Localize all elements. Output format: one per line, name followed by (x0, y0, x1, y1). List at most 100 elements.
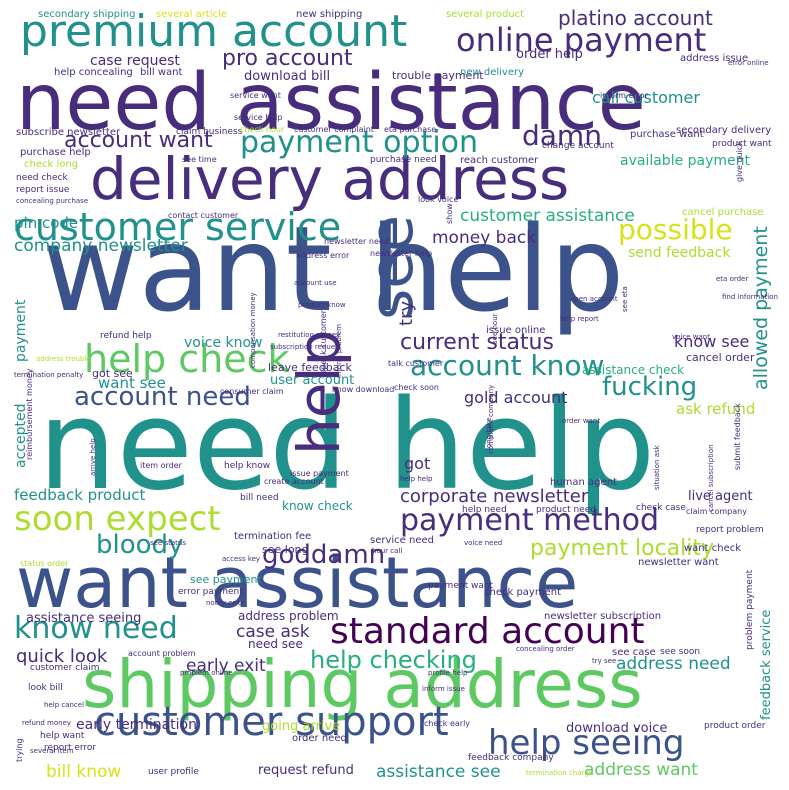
word: product know (298, 301, 346, 309)
word: ask refund (676, 400, 756, 418)
word: account want (64, 128, 213, 153)
word: need check (16, 173, 68, 183)
word: termination charge (526, 769, 594, 777)
word: company newsletter (14, 236, 188, 256)
word: arrive help (89, 438, 97, 476)
word: payment want (428, 581, 494, 591)
word: assistance see (376, 762, 501, 782)
word: help checking (310, 646, 477, 674)
word: early termination (76, 717, 197, 733)
word: payment method (400, 503, 660, 538)
word: customer support (94, 699, 449, 745)
word: inform error (600, 91, 648, 100)
word: find information (722, 293, 778, 301)
word: allowed payment (750, 226, 772, 390)
word: case request (90, 53, 180, 69)
word: account use (294, 279, 337, 287)
word: address problem (238, 609, 339, 623)
word: help check (84, 337, 290, 381)
word: voice know (184, 335, 263, 351)
word: termination penalty (14, 371, 84, 379)
word: bill know (46, 762, 122, 782)
word: change account (542, 141, 614, 151)
word: situation ask (653, 445, 661, 490)
word: voice need (464, 539, 503, 547)
word: leave feedback (268, 361, 352, 374)
word: profile help (428, 669, 468, 677)
word: subscription request (270, 343, 342, 351)
word: order help (516, 47, 583, 62)
word: contact customer (168, 211, 239, 220)
word: cancel purchase (682, 207, 764, 218)
word: payment option (240, 125, 479, 160)
word: need see (248, 637, 303, 651)
word: platino account (558, 6, 713, 30)
word: know download (332, 385, 395, 394)
word: know need (14, 611, 178, 646)
word: address error (296, 251, 350, 260)
word: need assistance (16, 58, 646, 148)
word: service help (234, 113, 283, 122)
word: address want (584, 760, 698, 780)
word: newsletter subscription (544, 611, 662, 622)
word: request refund (258, 763, 354, 778)
word: product want (712, 139, 772, 149)
word: see time (182, 155, 217, 164)
word: report error (44, 743, 97, 753)
word: account problem (128, 649, 196, 658)
word: pin code (14, 214, 79, 232)
word: give quick (735, 141, 744, 182)
word: want see (98, 374, 166, 392)
word: customer claim (30, 663, 100, 673)
word: concealing order (516, 645, 575, 653)
word: shipping address (82, 646, 643, 723)
word: current status (400, 330, 554, 355)
word: newsletter help (370, 249, 433, 258)
word: purchase help (20, 147, 91, 158)
word: issue online (486, 325, 546, 336)
word: available payment (620, 153, 751, 169)
word: purchase want (630, 129, 704, 140)
word: going arrive (262, 719, 341, 734)
word: look voice (418, 195, 459, 204)
word: help help (400, 475, 433, 483)
word: know see (674, 332, 750, 351)
word: money back (432, 228, 537, 248)
word: help concealing (54, 67, 133, 78)
word: address trouble (36, 355, 91, 363)
word: access key (222, 555, 261, 563)
word: feedback company (468, 753, 554, 763)
word: download bill (244, 69, 331, 84)
word: cancel order (686, 351, 755, 364)
word: newsletter want (638, 557, 719, 568)
word: problem payment (745, 569, 755, 650)
word: subscribe newsletter (16, 127, 121, 138)
word: new shipping (296, 9, 363, 20)
word: check soon (394, 383, 439, 392)
word: payment (13, 299, 29, 362)
word: case ask (236, 622, 310, 642)
word: want help (42, 200, 625, 338)
word: pro account (222, 46, 353, 71)
word: reach customer (460, 155, 539, 166)
word: address issue (680, 53, 749, 64)
word: notify error (206, 599, 246, 607)
word: order need (292, 733, 347, 744)
word: got (404, 454, 431, 473)
word: look bill (28, 683, 63, 693)
word: account need (74, 382, 251, 412)
word: create account (264, 477, 324, 486)
word: secondary delivery (676, 125, 772, 136)
word: download voice (566, 721, 668, 736)
word: problem online (180, 669, 233, 677)
word: error online (728, 59, 769, 67)
word: user account (270, 373, 355, 388)
word: help seeing (488, 723, 685, 763)
word: live agent (688, 489, 753, 504)
word: several item (30, 747, 74, 755)
word: see soon (660, 647, 701, 657)
word: product need (536, 505, 596, 515)
word: customer service (14, 205, 342, 249)
word: cancel subscription (707, 444, 715, 512)
